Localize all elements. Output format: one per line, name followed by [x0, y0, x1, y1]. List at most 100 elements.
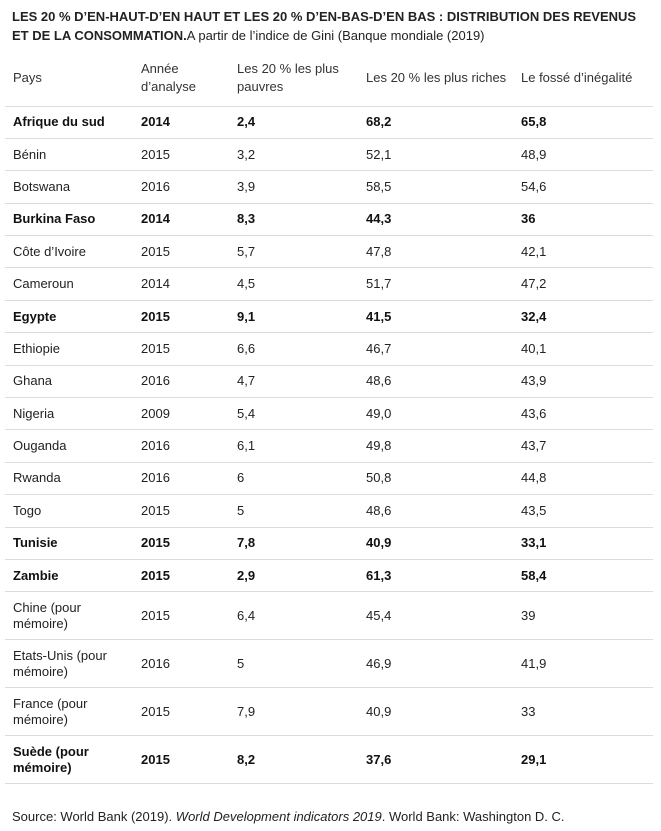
- cell-country: Togo: [5, 494, 133, 528]
- cell-country: Ghana: [5, 365, 133, 399]
- cell-poorest: 5,4: [229, 397, 358, 431]
- table-row: Côte d’Ivoire 2015 5,7 47,8 42,1: [5, 235, 653, 269]
- cell-richest: 40,9: [358, 687, 513, 737]
- cell-richest: 51,7: [358, 267, 513, 301]
- source-italic: World Development indicators 2019: [175, 809, 382, 824]
- cell-gap: 33: [513, 687, 653, 737]
- table-row: Egypte 2015 9,1 41,5 32,4: [5, 300, 653, 334]
- cell-year: 2016: [133, 462, 229, 496]
- cell-country: Tunisie: [5, 527, 133, 560]
- cell-country: Nigeria: [5, 397, 133, 431]
- cell-year: 2014: [133, 267, 229, 301]
- cell-country: Etats-Unis (pour mémoire): [5, 639, 133, 689]
- cell-gap: 29,1: [513, 735, 653, 785]
- table-row: Afrique du sud 2014 2,4 68,2 65,8: [5, 106, 653, 139]
- cell-country: France (pour mémoire): [5, 687, 133, 737]
- cell-poorest: 6,6: [229, 332, 358, 366]
- cell-richest: 46,7: [358, 332, 513, 366]
- cell-country: Cameroun: [5, 267, 133, 301]
- table-row: Rwanda 2016 6 50,8 44,8: [5, 462, 653, 496]
- cell-year: 2015: [133, 494, 229, 528]
- table-row: Nigeria 2009 5,4 49,0 43,6: [5, 397, 653, 431]
- cell-poorest: 2,4: [229, 106, 358, 139]
- cell-gap: 48,9: [513, 138, 653, 172]
- cell-gap: 41,9: [513, 639, 653, 689]
- cell-poorest: 5: [229, 494, 358, 528]
- cell-year: 2015: [133, 235, 229, 269]
- cell-year: 2015: [133, 687, 229, 737]
- cell-poorest: 5: [229, 639, 358, 689]
- table-row: Chine (pour mémoire) 2015 6,4 45,4 39: [5, 591, 653, 641]
- cell-country: Ouganda: [5, 429, 133, 463]
- cell-poorest: 8,3: [229, 203, 358, 237]
- cell-poorest: 9,1: [229, 300, 358, 334]
- cell-richest: 41,5: [358, 300, 513, 334]
- cell-richest: 68,2: [358, 106, 513, 139]
- cell-gap: 43,9: [513, 365, 653, 399]
- cell-poorest: 6: [229, 462, 358, 496]
- table-row: Ghana 2016 4,7 48,6 43,9: [5, 365, 653, 399]
- table-body: Afrique du sud 2014 2,4 68,2 65,8 Bénin 2015 3,…: [5, 106, 653, 785]
- cell-poorest: 7,8: [229, 527, 358, 560]
- table-row: Togo 2015 5 48,6 43,5: [5, 494, 653, 528]
- cell-country: Botswana: [5, 170, 133, 204]
- cell-richest: 47,8: [358, 235, 513, 269]
- cell-richest: 45,4: [358, 591, 513, 641]
- cell-gap: 43,6: [513, 397, 653, 431]
- cell-richest: 61,3: [358, 559, 513, 593]
- cell-year: 2015: [133, 300, 229, 334]
- cell-country: Zambie: [5, 559, 133, 593]
- table-row: Burkina Faso 2014 8,3 44,3 36: [5, 203, 653, 237]
- cell-country: Burkina Faso: [5, 203, 133, 237]
- cell-gap: 40,1: [513, 332, 653, 366]
- cell-poorest: 6,1: [229, 429, 358, 463]
- cell-year: 2016: [133, 429, 229, 463]
- header-annee: Année d’analyse: [133, 50, 229, 107]
- cell-richest: 48,6: [358, 494, 513, 528]
- cell-richest: 49,0: [358, 397, 513, 431]
- cell-year: 2016: [133, 365, 229, 399]
- cell-gap: 43,5: [513, 494, 653, 528]
- cell-richest: 49,8: [358, 429, 513, 463]
- title-subtitle: A partir de l’indice de Gini (Banque mon…: [186, 28, 485, 43]
- header-fosse: Le fossé d’inégalité: [513, 50, 653, 107]
- header-row: Pays Année d’analyse Les 20 % les plus p…: [5, 50, 653, 107]
- cell-year: 2015: [133, 735, 229, 785]
- cell-country: Bénin: [5, 138, 133, 172]
- cell-poorest: 3,2: [229, 138, 358, 172]
- table-row: Cameroun 2014 4,5 51,7 47,2: [5, 267, 653, 301]
- table-row: France (pour mémoire) 2015 7,9 40,9 33: [5, 687, 653, 737]
- table-row: Ouganda 2016 6,1 49,8 43,7: [5, 429, 653, 463]
- source-prefix: Source: World Bank (2019).: [12, 809, 176, 824]
- table-row: Bénin 2015 3,2 52,1 48,9: [5, 138, 653, 172]
- cell-year: 2016: [133, 639, 229, 689]
- cell-year: 2015: [133, 559, 229, 593]
- cell-year: 2016: [133, 170, 229, 204]
- cell-poorest: 2,9: [229, 559, 358, 593]
- cell-gap: 36: [513, 203, 653, 237]
- cell-poorest: 4,5: [229, 267, 358, 301]
- title-bold: LES 20 % D’EN-HAUT-D’EN HAUT ET LES 20 %…: [12, 9, 637, 43]
- cell-gap: 47,2: [513, 267, 653, 301]
- cell-gap: 42,1: [513, 235, 653, 269]
- cell-poorest: 8,2: [229, 735, 358, 785]
- cell-gap: 65,8: [513, 106, 653, 139]
- cell-richest: 50,8: [358, 462, 513, 496]
- source-suffix: . World Bank: Washington D. C.: [381, 809, 565, 824]
- table-row: Zambie 2015 2,9 61,3 58,4: [5, 559, 653, 593]
- cell-year: 2015: [133, 527, 229, 560]
- cell-gap: 54,6: [513, 170, 653, 204]
- cell-richest: 46,9: [358, 639, 513, 689]
- cell-richest: 37,6: [358, 735, 513, 785]
- cell-poorest: 6,4: [229, 591, 358, 641]
- cell-poorest: 4,7: [229, 365, 358, 399]
- cell-gap: 43,7: [513, 429, 653, 463]
- cell-poorest: 3,9: [229, 170, 358, 204]
- table-title: LES 20 % D’EN-HAUT-D’EN HAUT ET LES 20 %…: [12, 7, 652, 45]
- header-riches: Les 20 % les plus riches: [358, 50, 513, 107]
- cell-country: Ethiopie: [5, 332, 133, 366]
- cell-country: Rwanda: [5, 462, 133, 496]
- header-pauvres: Les 20 % les plus pauvres: [229, 50, 358, 107]
- cell-richest: 48,6: [358, 365, 513, 399]
- cell-year: 2015: [133, 332, 229, 366]
